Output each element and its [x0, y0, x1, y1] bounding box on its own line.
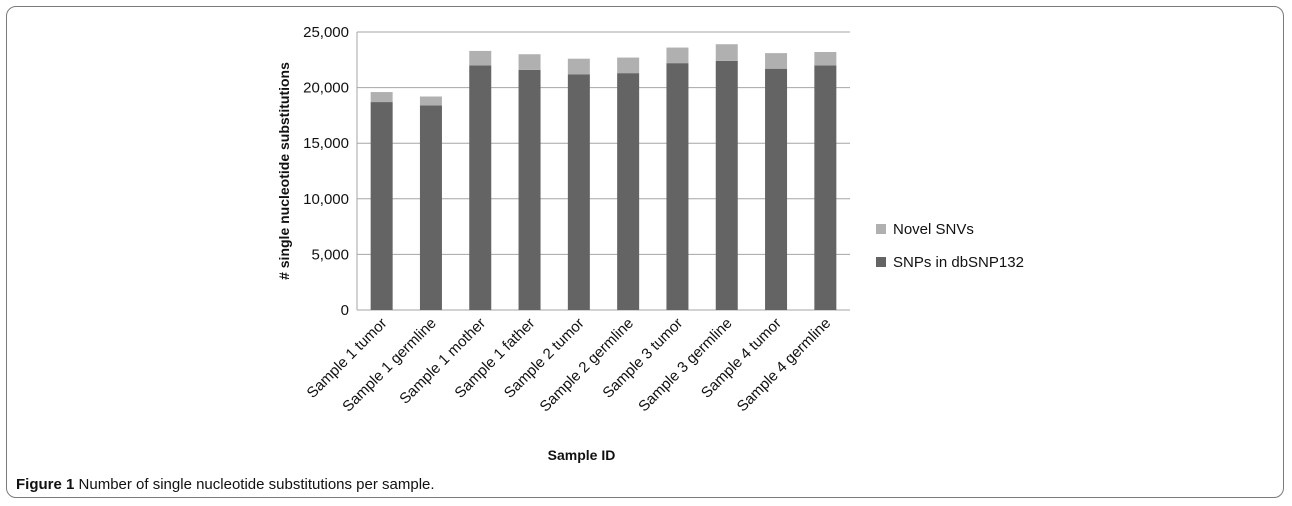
bar-segment — [814, 65, 837, 310]
bar-segment — [567, 58, 590, 75]
y-tick-label: 5,000 — [311, 246, 349, 263]
bar-segment — [419, 96, 442, 106]
stacked-bar-chart: 0 5,000 10,000 15,000 20,000 25,000 Sample 1 … — [276, 24, 1024, 463]
bar-segment — [715, 44, 738, 61]
bar-segment — [814, 52, 837, 66]
bar-segment — [617, 73, 640, 310]
bar-segment — [765, 53, 788, 69]
legend-swatch — [876, 257, 886, 267]
bar-segment — [518, 54, 541, 70]
y-tick-labels: 0 5,000 10,000 15,000 20,000 25,000 — [303, 24, 349, 319]
x-tick-label: Sample 1 germline — [339, 315, 439, 415]
x-tick-label: Sample 4 germline — [734, 315, 834, 415]
x-axis-title: Sample ID — [548, 447, 616, 463]
bar-segment — [666, 47, 689, 64]
bar-segment — [370, 102, 393, 310]
legend-label: SNPs in dbSNP132 — [893, 254, 1024, 271]
figure-caption-text: Number of single nucleotide substitution… — [78, 476, 435, 493]
y-tick-label: 15,000 — [303, 135, 349, 152]
bar-segment — [617, 57, 640, 74]
legend: Novel SNVs SNPs in dbSNP132 — [876, 221, 1024, 271]
bar-segment — [469, 65, 492, 310]
y-tick-label: 10,000 — [303, 191, 349, 208]
bar-segment — [715, 60, 738, 310]
bar-segment — [370, 92, 393, 103]
bar-segment — [518, 69, 541, 310]
x-tick-label: Sample 2 germline — [537, 315, 637, 415]
y-tick-label: 0 — [341, 302, 349, 319]
bar-segment — [419, 105, 442, 310]
y-axis-title: # single nucleotide substitutions — [276, 62, 292, 280]
legend-label: Novel SNVs — [893, 221, 974, 238]
figure-caption-label: Figure 1 — [16, 476, 75, 493]
y-tick-label: 25,000 — [303, 24, 349, 41]
bar-segment — [666, 63, 689, 310]
figure-caption: Figure 1 Number of single nucleotide sub… — [16, 476, 435, 493]
x-tick-label: Sample 1 mother — [396, 315, 489, 408]
legend-swatch — [876, 224, 886, 234]
figure-frame — [6, 6, 1284, 498]
bars — [370, 44, 837, 310]
y-tick-label: 20,000 — [303, 80, 349, 97]
x-tick-label: Sample 3 germline — [635, 315, 735, 415]
bar-segment — [765, 68, 788, 310]
bar-segment — [469, 50, 492, 66]
bar-segment — [567, 74, 590, 310]
